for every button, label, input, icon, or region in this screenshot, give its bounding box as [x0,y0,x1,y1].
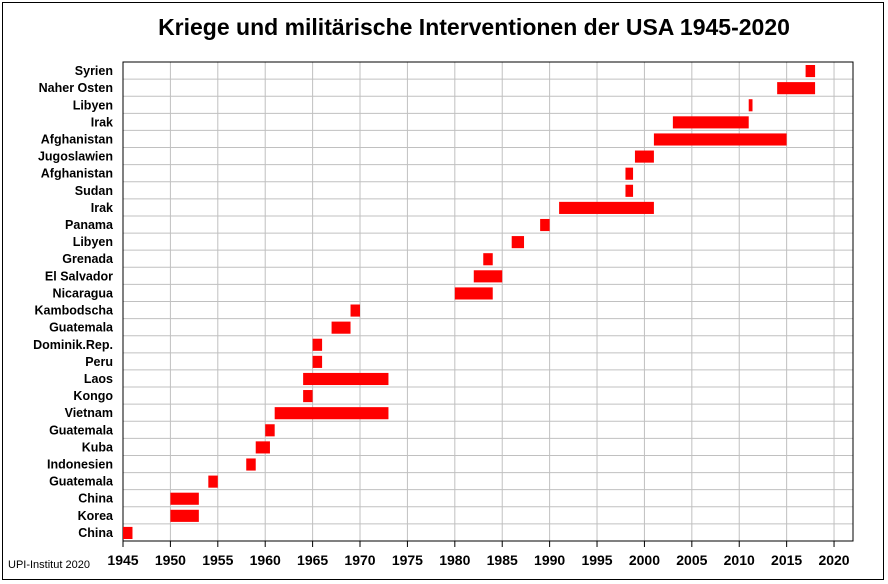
category-label: Dominik.Rep. [33,338,113,352]
bar [303,372,389,386]
category-label: Afghanistan [41,132,113,146]
bar [265,424,275,437]
bar [246,458,256,471]
chart-title: Kriege und militärische Interventionen d… [158,14,790,40]
category-label: Irak [91,115,113,129]
bar [625,184,634,197]
bar [170,509,199,522]
category-label: El Salvador [45,269,113,283]
x-tick-label: 2015 [771,552,802,568]
bar [625,167,634,180]
category-label: Guatemala [49,321,114,335]
category-label: Kongo [73,389,113,403]
bar [748,99,753,112]
category-label: Naher Osten [39,81,113,95]
bar [123,526,133,539]
category-label: Jugoslawien [38,150,113,164]
bar [473,270,503,283]
category-label: Peru [85,355,113,369]
x-tick-label: 2020 [818,552,849,568]
category-label: Korea [78,509,114,523]
x-tick-label: 1990 [534,552,565,568]
bar [454,287,493,300]
x-tick-label: 2010 [724,552,755,568]
bar [653,133,787,146]
x-tick-label: 2005 [676,552,707,568]
category-label: Nicaragua [53,286,114,300]
bar [805,65,816,78]
bar [777,82,816,95]
plot-area-border [122,61,854,542]
category-label: Guatemala [49,475,114,489]
bar [634,150,654,163]
category-label: Sudan [75,184,113,198]
category-label: Panama [65,218,114,232]
bar [483,253,493,266]
x-tick-label: 1980 [439,552,470,568]
category-label: Vietnam [65,406,113,420]
source-credit: UPI-Institut 2020 [8,559,90,571]
x-tick-label: 2000 [629,552,660,568]
x-tick-label: 1945 [107,552,138,568]
category-label: Guatemala [49,423,114,437]
bar [350,304,361,317]
bar [303,390,313,403]
category-label: China [78,526,114,540]
bar [312,338,323,351]
bar [312,355,323,368]
x-tick-label: 1970 [344,552,375,568]
category-label: Kambodscha [35,304,115,318]
x-tick-label: 1960 [250,552,281,568]
bar [559,201,654,214]
category-label: China [78,492,114,506]
category-label: Grenada [62,252,114,266]
x-tick-label: 1965 [297,552,328,568]
category-label: Syrien [75,64,113,78]
bar [540,218,550,232]
category-label: Indonesien [47,458,113,472]
bar [511,236,525,249]
bar [672,116,749,129]
x-tick-label: 1950 [155,552,186,568]
bar [274,407,389,420]
bar [208,475,218,488]
bar [170,492,199,505]
category-label: Afghanistan [41,167,113,181]
x-tick-label: 1975 [392,552,423,568]
category-label: Libyen [73,98,113,112]
x-tick-label: 1995 [581,552,612,568]
x-tick-label: 1985 [487,552,518,568]
category-label: Libyen [73,235,113,249]
bar [331,321,351,334]
bar [255,441,270,454]
category-label: Laos [84,372,113,386]
category-label: Irak [91,201,113,215]
category-label: Kuba [82,440,114,454]
x-tick-label: 1955 [202,552,233,568]
